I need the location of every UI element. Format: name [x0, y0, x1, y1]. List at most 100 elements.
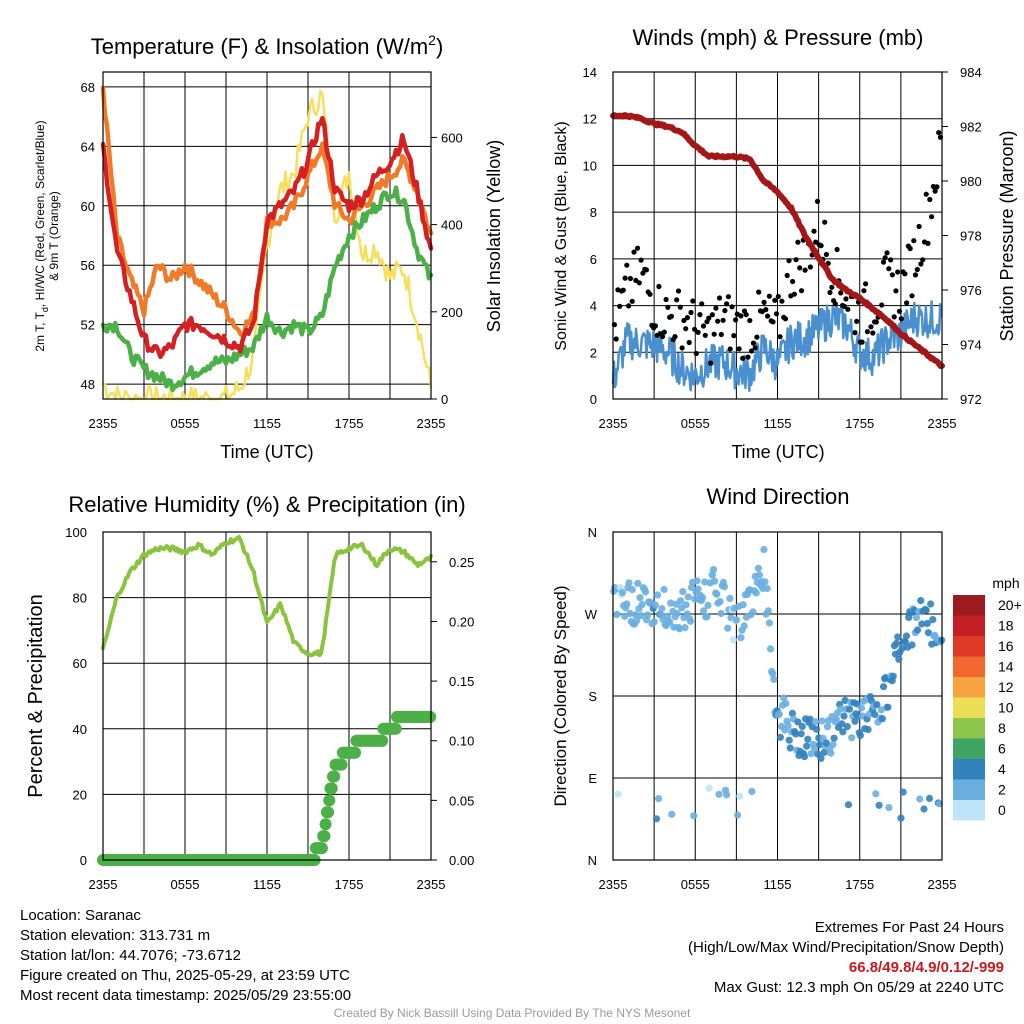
direction-dot — [713, 590, 721, 598]
direction-dot — [832, 715, 840, 723]
timestamp-text: Most recent data timestamp: 2025/05/29 2… — [20, 987, 352, 1004]
gust-dot — [888, 257, 894, 263]
temp-ytick2-label: 400 — [441, 218, 463, 233]
gust-dot — [692, 326, 698, 332]
speed-legend-swatch-10 — [953, 697, 985, 718]
gust-dot — [681, 317, 687, 324]
direction-dot — [872, 790, 880, 798]
direction-dot — [654, 591, 662, 599]
temp-xtick-label: 1755 — [335, 416, 364, 431]
gust-dot — [829, 284, 835, 290]
gust-dot — [724, 301, 730, 307]
gust-dot — [745, 354, 751, 360]
gust-dot — [731, 333, 737, 339]
direction-dot — [810, 744, 819, 752]
direction-dot — [895, 655, 903, 663]
temp-ytick-label: 52 — [81, 318, 95, 333]
gust-dot — [802, 267, 808, 273]
direction-dot — [677, 597, 685, 605]
direction-dot — [700, 607, 708, 615]
gust-dot — [911, 238, 917, 244]
speed-legend-label: 20+ — [998, 597, 1022, 613]
wind-xtick-label: 2355 — [599, 416, 628, 431]
precip-dot — [376, 734, 389, 747]
temp-ytick2-label: 200 — [441, 305, 463, 320]
gust-dot — [861, 288, 867, 294]
speed-legend-swatch-4 — [953, 759, 985, 780]
temp-ytick-label: 48 — [81, 377, 95, 392]
rh-series-line — [101, 534, 433, 658]
gust-dot — [683, 326, 689, 332]
gust-dot — [665, 304, 671, 310]
temp-frame — [102, 71, 432, 400]
gust-dot — [793, 257, 799, 263]
direction-dot — [623, 600, 631, 608]
gust-dot — [904, 300, 910, 306]
gust-dot — [749, 348, 755, 354]
gust-dot — [784, 272, 790, 279]
gust-dot — [898, 316, 904, 322]
temp-series-temp_red — [100, 115, 434, 360]
gust-dots — [611, 130, 944, 366]
gust-dot — [674, 297, 680, 303]
gust-dot — [727, 346, 733, 352]
rh-xtick-label: 0555 — [171, 877, 200, 892]
gust-dot — [918, 261, 924, 267]
gust-dot — [932, 188, 938, 194]
direction-dot — [807, 750, 815, 758]
direction-dot — [690, 812, 698, 820]
rh-ytick2-label: 0.00 — [449, 853, 474, 868]
direction-dot — [884, 703, 892, 711]
gust-dot — [716, 295, 723, 301]
gust-dot — [679, 345, 685, 351]
gust-dot — [896, 308, 903, 314]
direction-dot — [644, 611, 652, 619]
wind-chart-title: Winds (mph) & Pressure (mb) — [633, 25, 924, 50]
direction-dot — [634, 579, 642, 587]
rh-ytick2-label: 0.05 — [449, 793, 474, 808]
direction-dot — [920, 805, 928, 813]
gust-dot — [841, 303, 847, 309]
direction-dot — [845, 705, 854, 713]
direction-dot — [641, 588, 650, 596]
direction-dot — [711, 577, 719, 585]
gust-dot — [743, 312, 749, 318]
speed-legend-swatch-6 — [953, 738, 985, 759]
gust-dot — [770, 319, 776, 325]
direction-dot — [804, 735, 812, 743]
gust-dot — [790, 278, 796, 285]
max-gust-text: Max Gust: 12.3 mph On 05/29 at 2240 UTC — [713, 979, 1004, 996]
direction-dot — [703, 613, 711, 621]
direction-dot — [786, 744, 794, 752]
direction-dot — [788, 709, 797, 718]
temp-ytick-label: 64 — [81, 139, 95, 154]
gust-dot — [811, 228, 817, 234]
location-text: Location: Saranac — [20, 907, 141, 924]
gust-dot — [818, 243, 824, 249]
speed-legend-swatch-16 — [953, 636, 985, 657]
direction-dot — [754, 564, 763, 572]
direction-dot — [736, 792, 744, 800]
direction-dot — [817, 754, 825, 763]
dir-xtick-label: 1155 — [764, 877, 792, 892]
dir-ytick-label: E — [588, 771, 597, 786]
rh-ylabel-left: Percent & Precipitation — [25, 594, 47, 797]
gust-dot — [672, 334, 678, 340]
rh-xtick-label: 2355 — [417, 877, 446, 892]
dir-ytick-label: S — [588, 689, 597, 704]
direction-dot — [878, 715, 887, 723]
direction-dot — [927, 600, 935, 608]
direction-dot — [830, 734, 838, 742]
direction-dot — [898, 644, 906, 652]
gust-dot — [854, 318, 860, 324]
direction-dot — [894, 633, 902, 641]
direction-dot — [717, 609, 725, 618]
gust-dot — [795, 239, 801, 245]
direction-dot — [792, 730, 800, 738]
gust-dot — [715, 318, 721, 324]
gust-dot — [766, 293, 773, 299]
gust-dot — [708, 360, 714, 366]
gust-dot — [798, 288, 805, 294]
direction-dot — [925, 794, 934, 803]
